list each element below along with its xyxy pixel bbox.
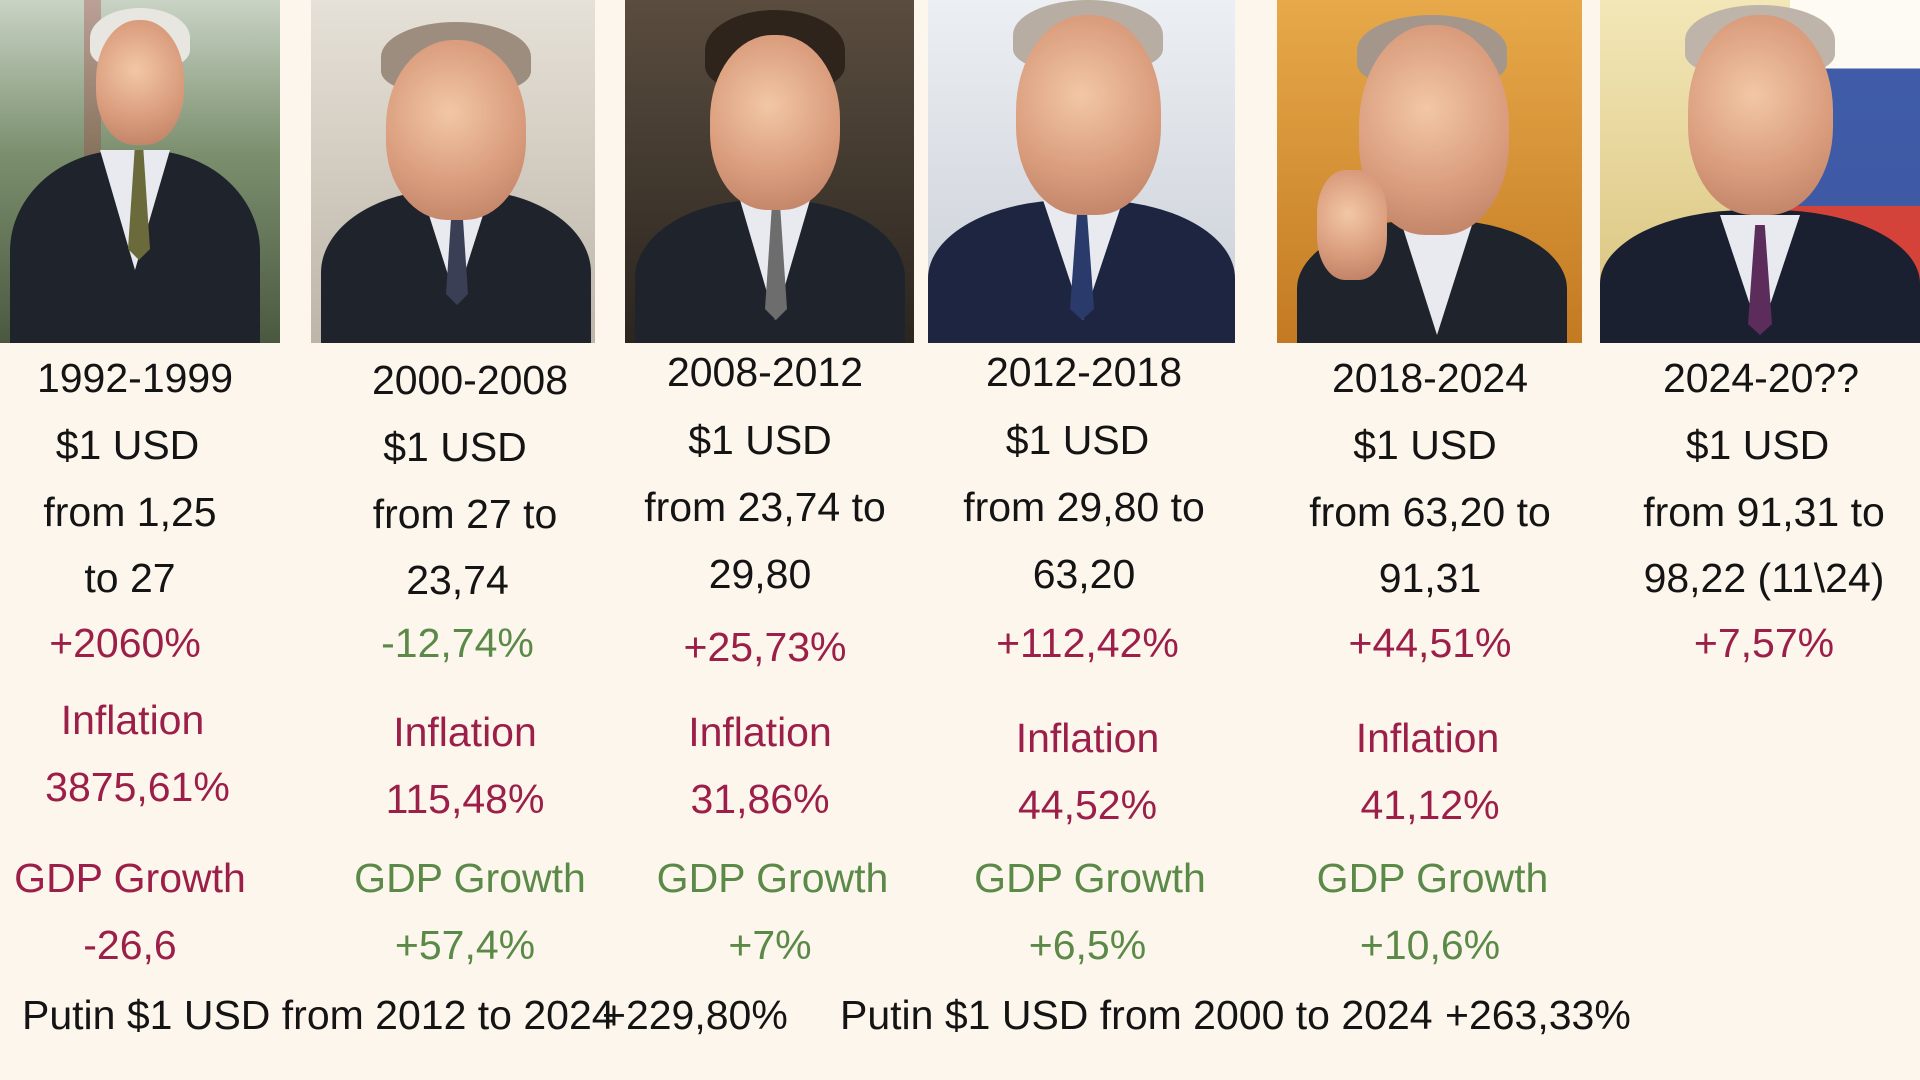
gdp-value: +7% — [728, 922, 812, 968]
rate-change: +7,57% — [1693, 620, 1835, 666]
period-range: 2012-2018 — [985, 349, 1183, 395]
inflation-value: 31,86% — [690, 776, 830, 822]
gdp-value: +6,5% — [1028, 922, 1147, 968]
rate-line-1: from 63,20 to — [1309, 489, 1551, 535]
gdp-label: GDP Growth — [656, 855, 889, 901]
usd-label: $1 USD — [1685, 422, 1830, 468]
period-column-4: 2012-2018 $1 USD from 29,80 to 63,20 +11… — [950, 0, 1210, 1000]
portrait-photo-3 — [625, 0, 914, 343]
inflation-value: 115,48% — [385, 776, 545, 822]
rate-line-1: from 29,80 to — [963, 484, 1205, 530]
summary-left-value: +229,80% — [602, 992, 788, 1038]
usd-label: $1 USD — [1353, 422, 1497, 468]
portrait-photo-4 — [928, 0, 1235, 343]
period-column-3: 2008-2012 $1 USD from 23,74 to 29,80 +25… — [640, 0, 900, 1000]
inflation-label: Inflation — [1355, 715, 1500, 761]
summary-right-text: Putin $1 USD from 2000 to 2024 — [840, 992, 1433, 1038]
gdp-label: GDP Growth — [974, 855, 1206, 901]
period-column-2: 2000-2008 $1 USD from 27 to 23,74 -12,74… — [330, 0, 600, 1000]
inflation-label: Inflation — [60, 697, 205, 743]
period-range: 1992-1999 — [36, 355, 234, 401]
rate-change: +44,51% — [1348, 620, 1512, 666]
rate-line-2: 98,22 (11\24) — [1643, 555, 1885, 601]
rate-change: -12,74% — [381, 620, 534, 666]
inflation-value: 44,52% — [1017, 782, 1158, 828]
period-range: 2000-2008 — [371, 357, 569, 403]
rate-change: +2060% — [49, 620, 201, 666]
usd-label: $1 USD — [1005, 417, 1150, 463]
period-column-5: 2018-2024 $1 USD from 63,20 to 91,31 +44… — [1300, 0, 1560, 1000]
period-column-6: 2024-20?? $1 USD from 91,31 to 98,22 (11… — [1630, 0, 1890, 1000]
rate-change: +25,73% — [683, 624, 847, 670]
period-column-1: 1992-1999 $1 USD from 1,25 to 27 +2060% … — [0, 0, 270, 1000]
rate-line-2: 29,80 — [708, 551, 812, 597]
gdp-value: +10,6% — [1359, 922, 1501, 968]
rate-line-1: from 91,31 to — [1643, 489, 1885, 535]
portrait-photo-1 — [0, 0, 280, 343]
rate-line-2: to 27 — [84, 555, 176, 601]
rate-line-2: 23,74 — [406, 557, 509, 603]
period-range: 2018-2024 — [1331, 355, 1529, 401]
usd-label: $1 USD — [55, 422, 200, 468]
rate-change: +112,42% — [996, 620, 1179, 666]
inflation-label: Inflation — [393, 709, 537, 755]
inflation-label: Inflation — [688, 709, 832, 755]
gdp-label: GDP Growth — [354, 855, 586, 901]
rate-line-1: from 27 to — [372, 491, 558, 537]
summary-right-value: +263,33% — [1445, 992, 1631, 1038]
rate-line-2: 63,20 — [1032, 551, 1136, 597]
period-range: 2024-20?? — [1662, 355, 1860, 401]
portrait-photo-6 — [1600, 0, 1920, 343]
portrait-photo-2 — [311, 0, 595, 343]
rate-line-2: 91,31 — [1378, 555, 1482, 601]
gdp-value: -26,6 — [83, 922, 177, 968]
rate-line-1: from 23,74 to — [644, 484, 886, 530]
usd-label: $1 USD — [383, 424, 527, 470]
summary-left-text: Putin $1 USD from 2012 to 2024 — [22, 992, 615, 1038]
inflation-value: 41,12% — [1360, 782, 1500, 828]
gdp-value: +57,4% — [394, 922, 536, 968]
period-range: 2008-2012 — [666, 349, 864, 395]
gdp-label: GDP Growth — [1316, 855, 1549, 901]
inflation-label: Inflation — [1015, 715, 1160, 761]
inflation-value: 3875,61% — [45, 764, 230, 810]
gdp-label: GDP Growth — [14, 855, 246, 901]
rate-line-1: from 1,25 — [43, 489, 217, 535]
portrait-photo-5 — [1277, 0, 1582, 343]
usd-label: $1 USD — [688, 417, 832, 463]
